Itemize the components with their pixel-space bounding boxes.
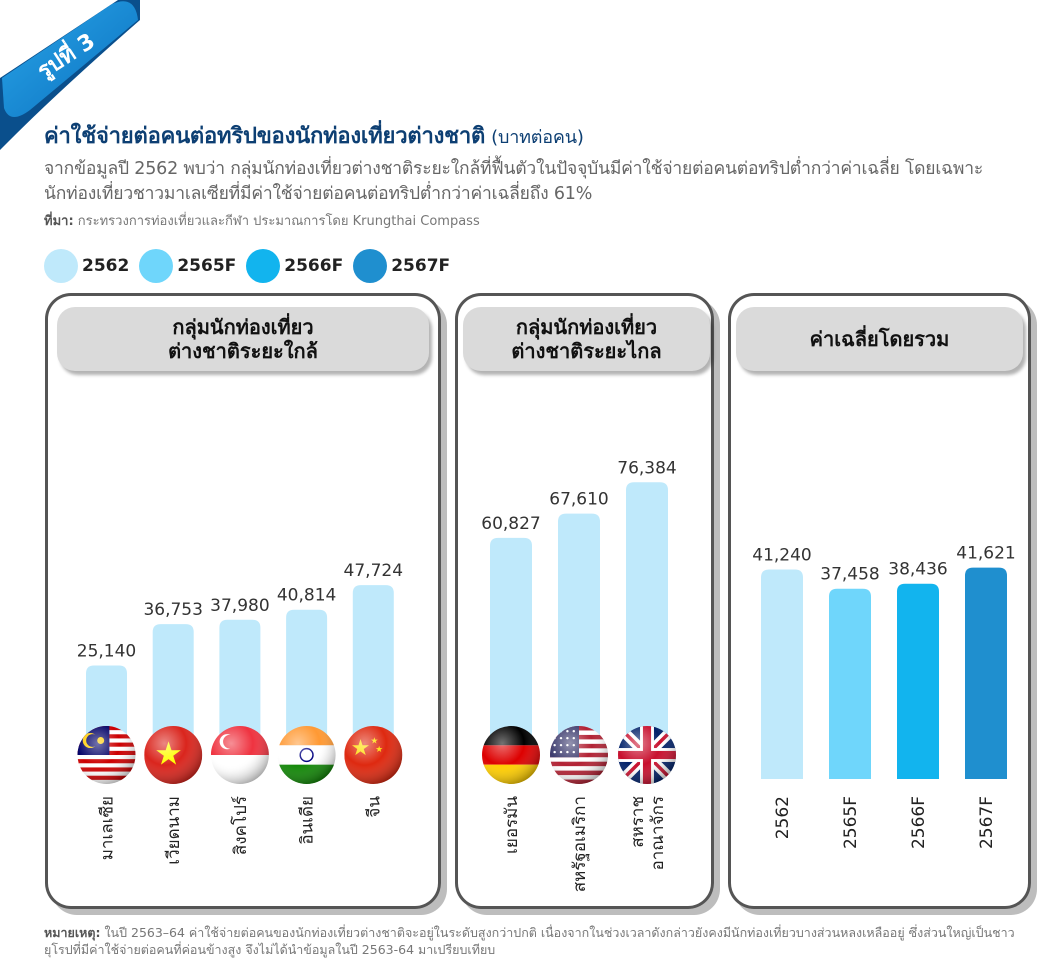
bar	[352, 585, 394, 755]
value-label: 36,753	[143, 600, 202, 620]
china-flag-icon: ★★★	[344, 726, 403, 784]
bar	[965, 567, 1007, 779]
panel-title-line1: กลุ่มนักท่องเที่ยว	[172, 315, 314, 339]
category-label: มาเลเซีย	[98, 796, 118, 860]
bar	[152, 624, 194, 755]
legend-item-2565f: 2565F	[139, 249, 240, 283]
value-label: 41,621	[956, 544, 1015, 564]
bar	[286, 609, 328, 755]
page-title: ค่าใช้จ่ายต่อคนต่อทริปของนักท่องเที่ยวต่…	[44, 118, 1024, 153]
legend-swatch	[353, 249, 388, 283]
category-label: 2566F	[909, 796, 929, 849]
panel-far-markets: กลุ่มนักท่องเที่ยว ต่างชาติระยะไกล 60,82…	[455, 293, 714, 909]
category-label: อาณาจักร	[648, 796, 668, 870]
value-label: 37,458	[820, 565, 879, 585]
value-label: 38,436	[888, 560, 947, 580]
legend-item-2566f: 2566F	[246, 249, 347, 283]
category-label: 2565F	[841, 796, 861, 849]
panel-near-markets: กลุ่มนักท่องเที่ยว ต่างชาติระยะใกล้ 25,1…	[45, 293, 441, 909]
vietnam-flag-icon: ★	[144, 726, 203, 784]
far-markets-chart: 60,827 เยอรมัน 67,610 สหรัฐอเมริกา 76,384 สหร…	[481, 458, 676, 892]
category-label: สิงคโปร์	[230, 796, 251, 855]
bar	[558, 513, 600, 755]
value-label: 37,980	[210, 596, 269, 616]
bar	[761, 569, 803, 779]
overall-average-chart: 41,240 2562 37,458 2565F 38,436 2566F 41,621 25…	[752, 544, 1015, 849]
legend-item-2562: 2562	[44, 249, 133, 283]
category-label: เยอรมัน	[502, 796, 522, 854]
category-label: สหรัฐอเมริกา	[570, 796, 590, 892]
malaysia-flag-icon	[77, 726, 136, 784]
figure-badge: รูปที่ 3	[0, 0, 140, 150]
source-label: ที่มา:	[44, 214, 74, 229]
near-markets-chart: 25,140 มาเลเซีย 36,753 ★ เวียดนาม 37,980 สิงคโ…	[77, 561, 403, 865]
footnote-text: ในปี 2563–64 ค่าใช้จ่ายต่อคนของนักท่องเท…	[44, 925, 1015, 957]
legend-swatch	[246, 249, 281, 283]
legend-label: 2562	[82, 256, 130, 276]
legend-label: 2567F	[391, 256, 451, 276]
panel-title-line2: ต่างชาติระยะใกล้	[168, 339, 318, 363]
footnote-label: หมายเหตุ:	[44, 925, 101, 940]
panel-overall-average: ค่าเฉลี่ยโดยรวม 41,240 2562 37,458 2565F 38,…	[728, 293, 1031, 909]
footnote: หมายเหตุ: ในปี 2563–64 ค่าใช้จ่ายต่อคนขอ…	[44, 924, 1019, 958]
bar	[219, 619, 261, 755]
value-label: 76,384	[617, 458, 676, 478]
panel-title: ค่าเฉลี่ยโดยรวม	[736, 307, 1023, 371]
germany-flag-icon	[482, 726, 540, 784]
legend-swatch	[44, 249, 78, 283]
panel-title-line2: ต่างชาติระยะไกล	[511, 339, 662, 363]
singapore-flag-icon	[210, 726, 269, 784]
category-label: สหราช	[628, 796, 648, 848]
bar	[829, 588, 871, 779]
uk-flag-icon	[618, 726, 676, 784]
panel-title-line1: กลุ่มนักท่องเที่ยว	[515, 315, 658, 339]
value-label: 41,240	[752, 546, 811, 566]
value-label: 40,814	[277, 586, 336, 606]
value-label: 60,827	[481, 514, 540, 534]
source-line: ที่มา: กระทรวงการท่องเที่ยวและกีฬา ประมา…	[44, 210, 1024, 231]
legend-item-2567f: 2567F	[353, 249, 454, 283]
panel-title-line1: ค่าเฉลี่ยโดยรวม	[809, 327, 950, 351]
title-unit: (บาทต่อคน)	[491, 127, 584, 148]
panel-title: กลุ่มนักท่องเที่ยว ต่างชาติระยะใกล้	[57, 307, 429, 371]
source-text: กระทรวงการท่องเที่ยวและกีฬา ประมาณการโดย…	[77, 214, 480, 229]
legend-label: 2566F	[284, 256, 344, 276]
description: จากข้อมูลปี 2562 พบว่า กลุ่มนักท่องเที่ย…	[44, 159, 984, 204]
category-label: เวียดนาม	[164, 796, 184, 865]
usa-flag-icon	[550, 726, 608, 784]
legend-label: 2565F	[177, 256, 237, 276]
india-flag-icon	[277, 726, 336, 784]
header: ค่าใช้จ่ายต่อคนต่อทริปของนักท่องเที่ยวต่…	[44, 118, 1024, 231]
value-label: 47,724	[344, 561, 403, 581]
category-label: 2567F	[977, 796, 997, 849]
category-label: อินเดีย	[298, 796, 318, 845]
legend-swatch	[139, 249, 174, 283]
bar	[490, 537, 532, 755]
legend: 2562 2565F 2566F 2567F	[44, 248, 460, 284]
bar	[626, 482, 668, 755]
category-label: 2562	[773, 796, 793, 839]
bar	[897, 583, 939, 779]
category-label: จีน	[364, 796, 384, 818]
value-label: 25,140	[77, 642, 136, 662]
value-label: 67,610	[549, 490, 608, 510]
panel-title: กลุ่มนักท่องเที่ยว ต่างชาติระยะไกล	[463, 307, 710, 371]
title-text: ค่าใช้จ่ายต่อคนต่อทริปของนักท่องเที่ยวต่…	[44, 124, 486, 149]
